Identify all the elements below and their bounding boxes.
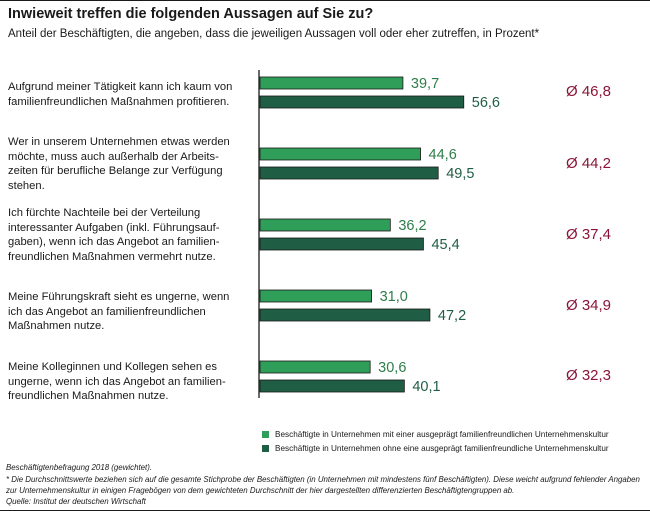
bar-label-0-1: 44,6: [429, 147, 457, 163]
bar-0-3: [259, 289, 372, 303]
category-label-0: Aufgrund meiner Tätigkeit kann ich kaum …: [8, 81, 233, 108]
bar-1-2: [259, 237, 424, 251]
bar-0-4: [259, 360, 371, 374]
legend-swatch-0: [262, 431, 269, 438]
average-value-1: Ø 44,2: [566, 155, 612, 172]
category-label-4: Meine Kolleginnen und Kollegen sehen es …: [8, 361, 226, 402]
bar-label-1-0: 56,6: [472, 95, 500, 111]
average-value-4: Ø 32,3: [566, 367, 612, 384]
bar-label-0-2: 36,2: [398, 218, 426, 234]
chart-subtitle: Anteil der Beschäftigten, die angeben, d…: [8, 28, 540, 40]
average-value-0: Ø 46,8: [566, 83, 612, 100]
bar-label-0-4: 30,6: [378, 360, 406, 376]
bar-label-1-2: 45,4: [431, 237, 459, 253]
bar-1-0: [259, 95, 465, 109]
bar-1-1: [259, 166, 439, 180]
bar-0-2: [259, 218, 391, 232]
bar-0-1: [259, 147, 421, 161]
average-value-3: Ø 34,9: [566, 297, 612, 314]
legend-item-1: Beschäftigte in Unternehmen ohne eine au…: [262, 444, 609, 453]
bar-label-1-1: 49,5: [446, 166, 474, 182]
bar-label-1-3: 47,2: [438, 308, 466, 324]
chart-title: Inwieweit treffen die folgenden Aussagen…: [8, 6, 374, 22]
bar-label-0-0: 39,7: [411, 76, 439, 92]
legend-label-0: Beschäftigte in Unternehmen mit einer au…: [275, 430, 609, 439]
bar-label-1-4: 40,1: [412, 379, 440, 395]
category-label-1: Wer in unserem Unternehmen etwas werden …: [8, 136, 230, 192]
footer-survey-note: Beschäftigtenbefragung 2018 (gewichtet).: [6, 463, 153, 472]
bar-1-3: [259, 308, 431, 322]
category-label-3: Meine Führungskraft sieht es ungerne, we…: [8, 291, 230, 332]
legend-item-0: Beschäftigte in Unternehmen mit einer au…: [262, 430, 609, 439]
footer-source: Quelle: Institut der deutschen Wirtschaf…: [6, 497, 146, 506]
bar-label-0-3: 31,0: [380, 289, 408, 305]
legend-label-1: Beschäftigte in Unternehmen ohne eine au…: [275, 444, 609, 453]
top-rule: [0, 0, 650, 1]
bar-1-4: [259, 379, 405, 393]
category-label-2: Ich fürchte Nachteile bei der Verteilung…: [8, 207, 220, 263]
legend-swatch-1: [262, 445, 269, 452]
bar-0-0: [259, 76, 404, 90]
footer-footnote: * Die Durchschnittswerte beziehen sich a…: [6, 475, 640, 495]
average-value-2: Ø 37,4: [566, 226, 612, 243]
